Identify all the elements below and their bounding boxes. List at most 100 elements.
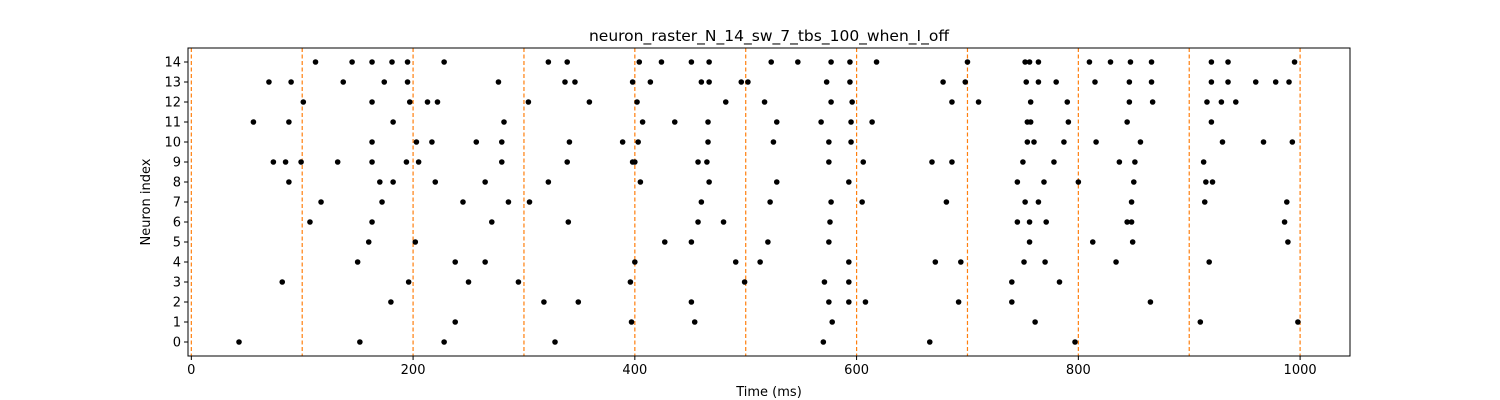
x-tick-label: 400: [622, 363, 647, 378]
spike-point: [525, 99, 532, 105]
y-tick-label: 7: [173, 196, 181, 211]
spike-point: [975, 99, 982, 105]
spike-point: [1127, 59, 1134, 65]
spike-point: [429, 139, 435, 145]
spike-point: [1009, 279, 1015, 285]
spike-point: [1086, 59, 1093, 65]
spike-point: [1026, 59, 1033, 65]
spike-point: [1043, 219, 1049, 225]
spike-point: [773, 119, 780, 125]
spike-point: [415, 159, 422, 165]
spike-point: [1201, 199, 1208, 205]
spike-point: [586, 99, 593, 105]
spike-point: [770, 139, 777, 145]
spike-point: [738, 79, 745, 85]
spike-point: [1042, 259, 1048, 265]
spike-point: [250, 119, 257, 125]
spike-point: [452, 259, 459, 265]
spike-point: [340, 79, 347, 85]
spike-point: [406, 99, 413, 105]
spike-point: [706, 59, 712, 65]
spike-point: [282, 159, 289, 165]
spike-point: [1056, 279, 1063, 285]
spike-point: [432, 179, 439, 185]
spike-point: [688, 299, 695, 305]
spike-point: [629, 79, 636, 85]
spike-point: [541, 299, 547, 305]
spike-point: [768, 59, 775, 65]
spike-point: [1014, 219, 1021, 225]
y-tick-label: 13: [164, 76, 181, 91]
spike-point: [722, 99, 729, 105]
spike-point: [1075, 179, 1082, 185]
spike-point: [1208, 59, 1215, 65]
spike-point: [501, 119, 507, 125]
spike-point: [1286, 79, 1292, 85]
spike-point: [1116, 159, 1123, 165]
spike-point: [691, 319, 698, 325]
spike-point: [412, 239, 419, 245]
spike-point: [515, 279, 522, 285]
spike-point: [1065, 119, 1072, 125]
y-tick-label: 11: [164, 116, 181, 131]
spike-point: [1130, 179, 1137, 185]
spike-point: [575, 299, 582, 305]
y-tick-label: 2: [173, 296, 181, 311]
spike-point: [1014, 179, 1021, 185]
spike-point: [761, 99, 768, 105]
spike-point: [1072, 339, 1078, 345]
spike-point: [1021, 259, 1027, 265]
y-axis-label: Neuron index: [139, 158, 154, 245]
spike-point: [564, 159, 571, 165]
spike-point: [357, 339, 363, 345]
spike-point: [619, 139, 626, 145]
spike-point: [1124, 219, 1130, 225]
spike-point: [695, 159, 701, 165]
y-tick-label: 0: [173, 336, 181, 351]
spike-point: [1129, 239, 1136, 245]
spike-point: [632, 159, 638, 165]
spike-point: [962, 79, 969, 85]
spike-point: [1291, 59, 1298, 65]
spike-point: [390, 119, 396, 125]
spike-point: [1219, 139, 1226, 145]
spike-point: [628, 319, 635, 325]
spike-point: [1053, 79, 1059, 85]
spike-point: [498, 159, 505, 165]
spike-point: [349, 59, 355, 65]
spike-point: [847, 59, 853, 65]
spike-point: [873, 59, 880, 65]
spike-point: [1208, 79, 1215, 85]
spike-point: [1289, 139, 1296, 145]
spike-point: [826, 299, 832, 305]
spike-point: [545, 179, 552, 185]
spike-point: [1137, 139, 1144, 145]
spike-point: [949, 159, 955, 165]
spike-point: [379, 199, 385, 205]
x-axis-ticks: 0 200 400 600 800 1000: [187, 356, 1317, 378]
spike-point: [1026, 239, 1033, 245]
spike-point: [318, 199, 324, 205]
spike-point: [1148, 59, 1155, 65]
spike-point: [1197, 319, 1204, 325]
spike-point: [365, 239, 372, 245]
x-axis-label: Time (ms): [735, 385, 802, 400]
spike-point: [495, 79, 502, 85]
spike-point: [404, 79, 411, 85]
spike-point: [932, 259, 939, 265]
spike-point: [1020, 159, 1026, 165]
spike-point: [632, 259, 638, 265]
spike-point: [369, 139, 375, 145]
spike-point: [698, 79, 705, 85]
spike-point: [1232, 99, 1239, 105]
spike-point: [288, 79, 294, 85]
spike-point: [846, 179, 852, 185]
x-tick-label: 200: [401, 363, 426, 378]
spike-point: [381, 79, 388, 85]
spike-point: [1128, 219, 1135, 225]
spike-point: [929, 159, 935, 165]
spike-point: [413, 139, 420, 145]
spike-point: [671, 119, 678, 125]
spike-point: [1024, 139, 1031, 145]
